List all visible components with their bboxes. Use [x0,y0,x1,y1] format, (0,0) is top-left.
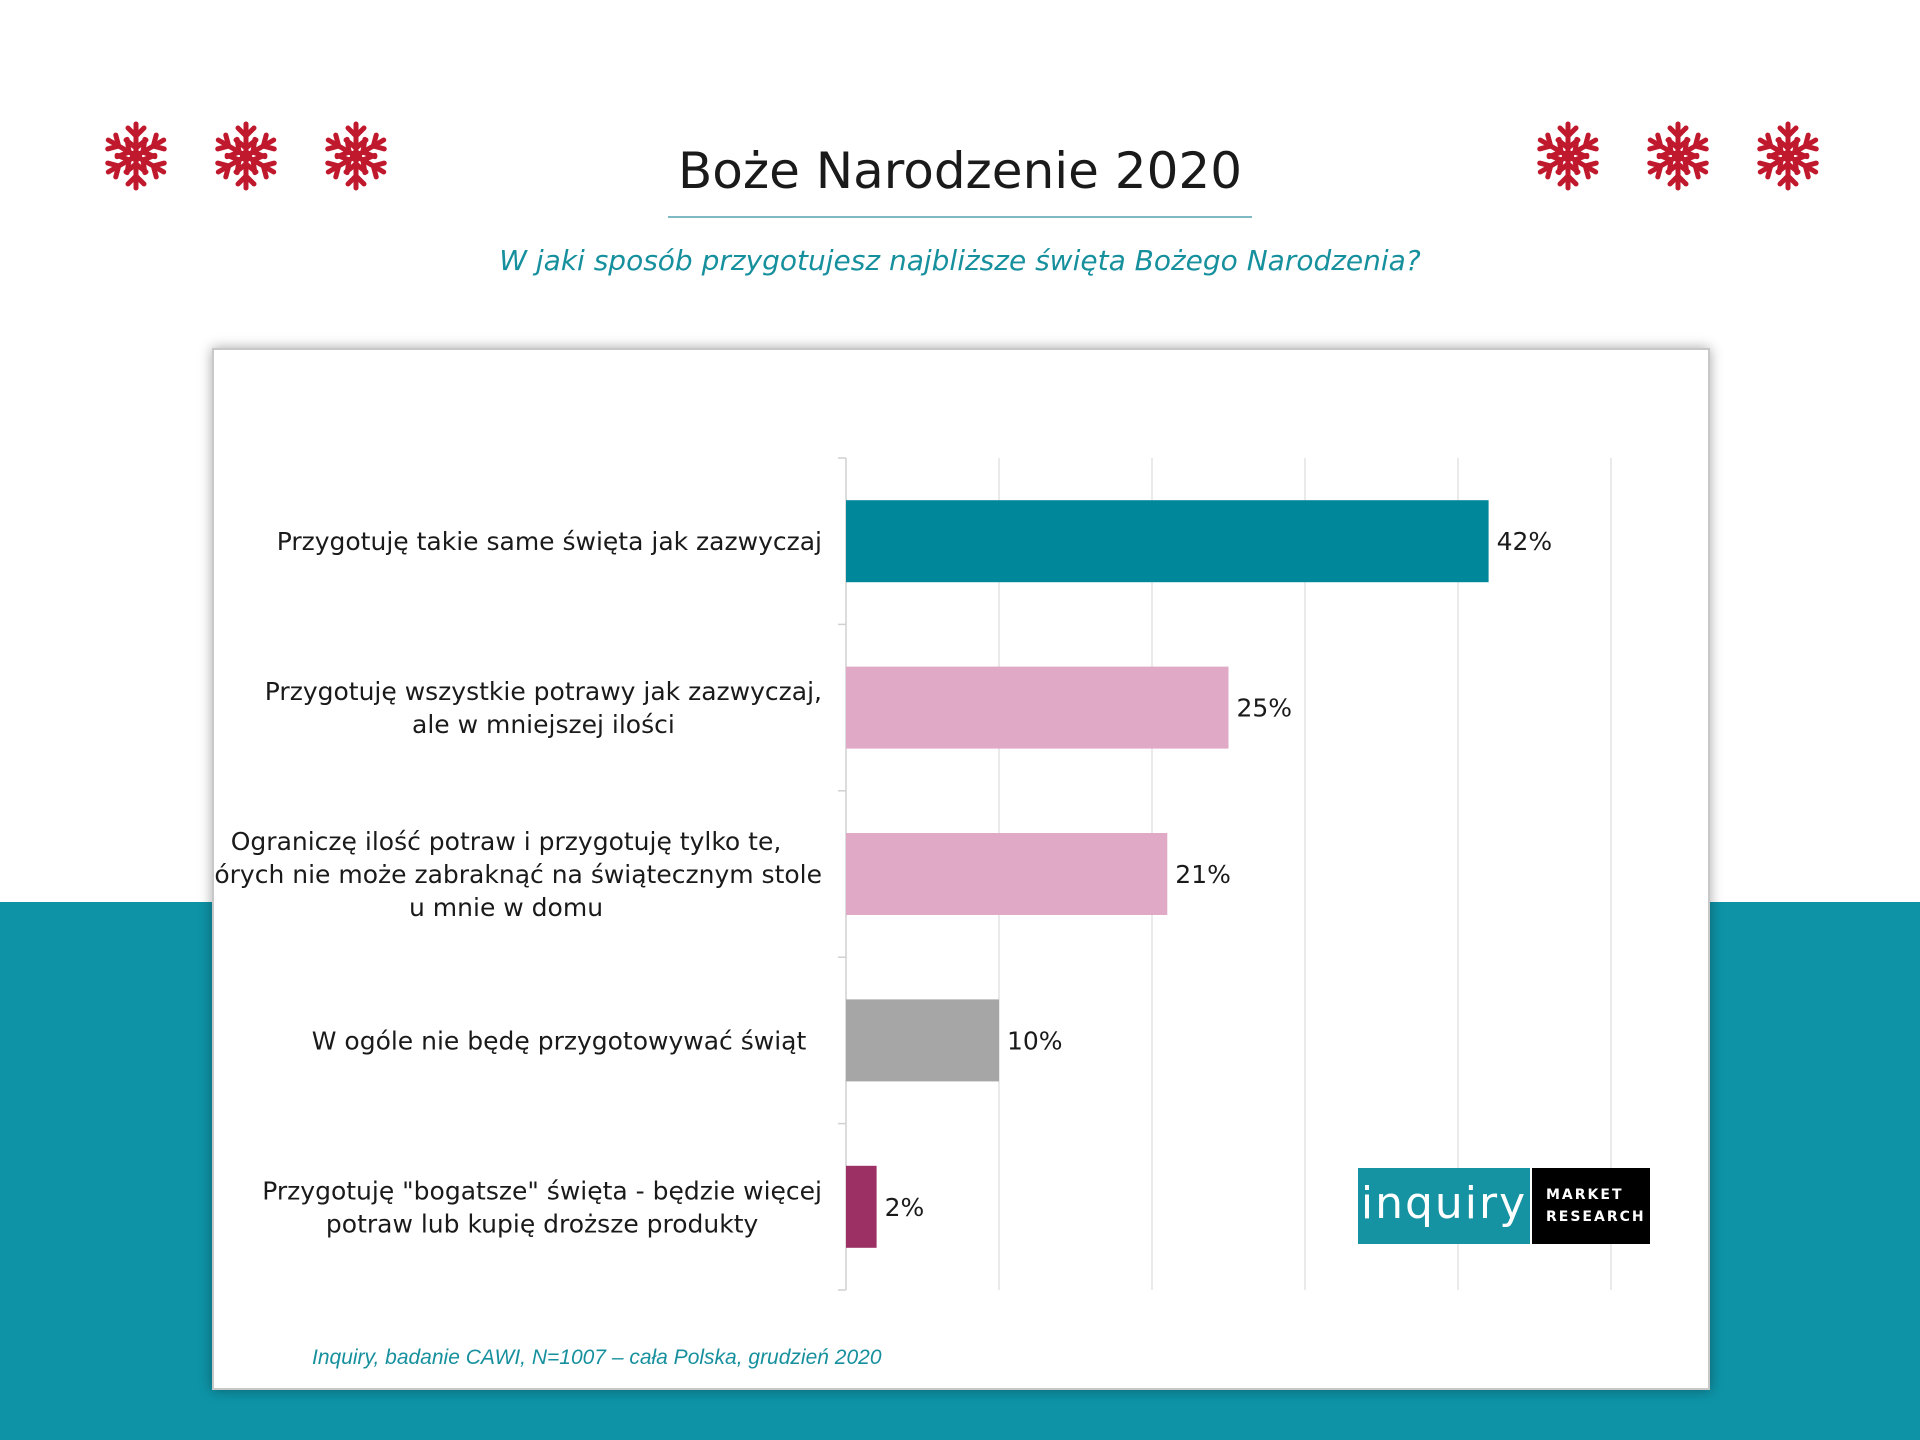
category-label: Przygotuję "bogatsze" święta - będzie wi… [262,1176,822,1238]
logo-tagline-line: RESEARCH [1546,1209,1646,1225]
bar [846,666,1229,749]
category-label: W ogóle nie będę przygotowywać świąt [312,1026,807,1055]
inquiry-logo: inquiry MARKET RESEARCH [1358,1168,1650,1244]
category-label: Przygotuję wszystkie potrawy jak zazwycz… [265,677,822,739]
snowflake-icon [1647,121,1709,191]
source-note: Inquiry, badanie CAWI, N=1007 – cała Pol… [312,1346,882,1369]
chart-panel: 42% Przygotuję takie same święta jak zazw… [212,348,1710,1390]
snowflake-icon [1757,121,1819,191]
bar [846,999,999,1082]
snowflake-icon [325,121,387,191]
category-label: Przygotuję takie same święta jak zazwycz… [277,527,822,556]
bar-chart: 42% Przygotuję takie same święta jak zazw… [214,457,1612,1291]
snowflake-icon [105,121,167,191]
bar [846,833,1168,915]
data-label: 2% [885,1193,925,1222]
snowflake-icon [1537,121,1599,191]
title-underline [668,216,1252,218]
data-label: 10% [1007,1026,1063,1055]
page-title: Boże Narodzenie 2020 [677,142,1243,200]
bar [846,500,1489,583]
chart-question: W jaki sposób przygotujesz najbliższe św… [499,244,1421,277]
data-label: 21% [1175,860,1231,889]
snowflake-icon [215,121,277,191]
logo-tagline-line: MARKET [1546,1187,1624,1203]
category-label: Ograniczę ilość potraw i przygotuję tylk… [214,827,822,922]
logo-brand: inquiry [1358,1168,1530,1244]
data-label: 42% [1497,527,1553,556]
data-label: 25% [1237,694,1293,723]
bar [846,1165,877,1248]
logo-tagline: MARKET RESEARCH [1532,1168,1650,1244]
